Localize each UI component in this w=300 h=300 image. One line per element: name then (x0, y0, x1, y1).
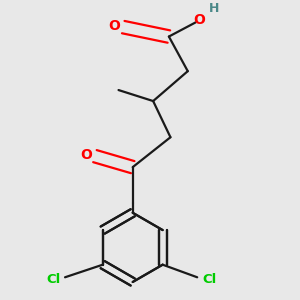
Text: H: H (209, 2, 220, 15)
Text: O: O (193, 13, 205, 27)
Text: O: O (80, 148, 92, 162)
Text: Cl: Cl (202, 273, 216, 286)
Text: Cl: Cl (46, 273, 60, 286)
Text: O: O (109, 19, 120, 32)
